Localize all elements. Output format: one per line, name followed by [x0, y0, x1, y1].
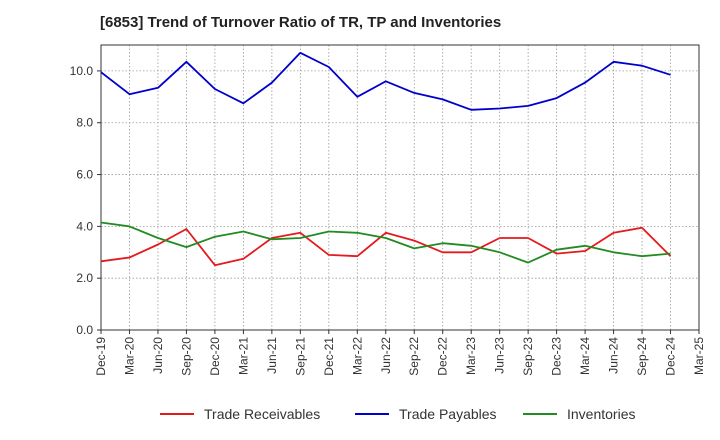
x-tick-label: Sep-21	[293, 337, 307, 376]
y-tick-label: 2.0	[76, 271, 93, 285]
x-tick-label: Dec-20	[208, 337, 222, 376]
y-tick-label: 4.0	[76, 219, 93, 233]
legend-label-inventories: Inventories	[567, 406, 635, 422]
plot-frame	[100, 44, 700, 331]
y-tick-label: 0.0	[76, 323, 93, 337]
chart-title: [6853] Trend of Turnover Ratio of TR, TP…	[100, 14, 502, 31]
x-tick-label: Mar-24	[578, 337, 592, 375]
series-line-inventories	[100, 221, 671, 264]
axis-layer: 0.0 2.0 4.0 6.0 8.0 10.0 Dec-19 Mar-20 Jun-20 Sep…	[70, 44, 706, 376]
x-tick-label: Jun-24	[607, 337, 621, 374]
legend-label-trade-receivables: Trade Receivables	[204, 406, 320, 422]
x-tick-label: Mar-25	[692, 337, 706, 375]
x-tick-label: Sep-24	[635, 337, 649, 376]
x-tick-label: Dec-22	[436, 337, 450, 376]
x-tick-label: Mar-22	[350, 337, 364, 375]
x-tick-label: Jun-23	[493, 337, 507, 374]
series-line-trade-payables	[100, 51, 671, 111]
x-tick-label: Dec-19	[94, 337, 108, 376]
x-tick-label: Sep-22	[407, 337, 421, 376]
x-tick-label: Jun-22	[379, 337, 393, 374]
x-tick-label: Sep-20	[179, 337, 193, 376]
x-tick-label: Sep-23	[521, 337, 535, 376]
grid-layer	[101, 45, 699, 330]
legend-label-trade-payables: Trade Payables	[399, 406, 497, 422]
y-tick-label: 10.0	[70, 64, 94, 78]
y-tick-label: 8.0	[76, 116, 93, 130]
x-tick-label: Jun-21	[265, 337, 279, 374]
series-line-trade-receivables	[100, 226, 672, 267]
x-tick-label: Dec-23	[550, 337, 564, 376]
legend: Trade Receivables Trade Payables Inventori…	[160, 406, 635, 422]
x-tick-label: Jun-20	[151, 337, 165, 374]
x-tick-label: Mar-23	[464, 337, 478, 375]
series-layer	[100, 51, 672, 267]
x-tick-label: Dec-21	[322, 337, 336, 376]
x-tick-label: Mar-21	[236, 337, 250, 375]
y-tick-label: 6.0	[76, 168, 93, 182]
x-tick-label: Dec-24	[664, 337, 678, 376]
x-tick-label: Mar-20	[122, 337, 136, 375]
